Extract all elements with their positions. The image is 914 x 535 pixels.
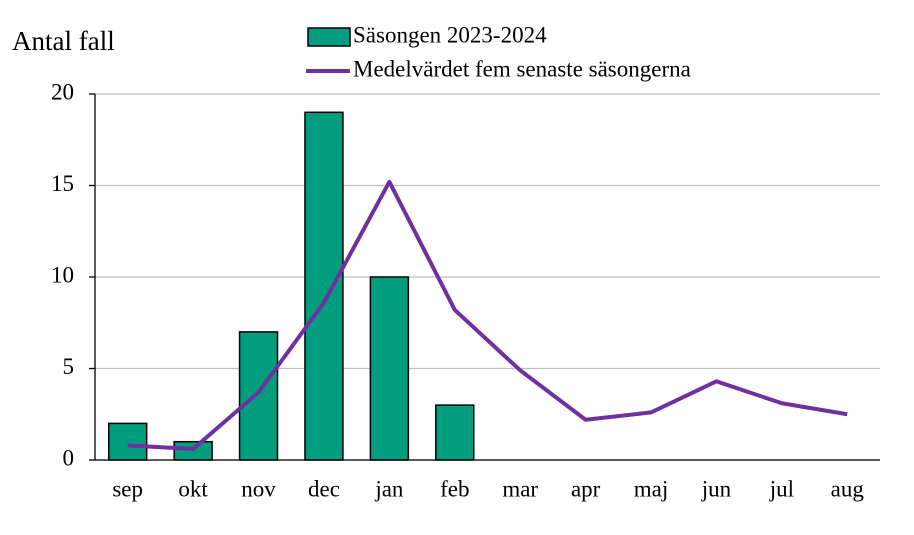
x-tick-label: aug — [831, 476, 865, 501]
bar — [435, 404, 475, 461]
x-tick-label: feb — [440, 476, 469, 501]
legend-label: Medelvärdet fem senaste säsongerna — [353, 56, 691, 81]
y-tick-label: 20 — [51, 79, 74, 104]
bar — [304, 111, 344, 461]
x-tick-label: sep — [112, 476, 143, 501]
y-tick-label: 10 — [51, 262, 74, 287]
x-tick-label: mar — [502, 476, 538, 501]
line — [127, 179, 848, 452]
y-tick-label: 0 — [63, 445, 75, 470]
x-tick-label: jun — [701, 476, 732, 501]
legend-swatch — [307, 27, 351, 47]
bar — [238, 331, 279, 461]
x-tick-label: apr — [571, 476, 601, 501]
x-tick-label: jan — [374, 476, 404, 501]
legend-label: Säsongen 2023-2024 — [353, 22, 547, 47]
x-tick-label: dec — [308, 476, 340, 501]
bar — [369, 276, 410, 461]
y-axis-title: Antal fall — [12, 26, 115, 56]
y-tick-label: 5 — [63, 354, 75, 379]
x-tick-label: okt — [178, 476, 208, 501]
x-tick-label: nov — [241, 476, 276, 501]
y-tick-label: 15 — [51, 171, 74, 196]
x-tick-label: jul — [769, 476, 794, 501]
x-tick-label: maj — [634, 476, 669, 501]
bar — [107, 422, 148, 461]
